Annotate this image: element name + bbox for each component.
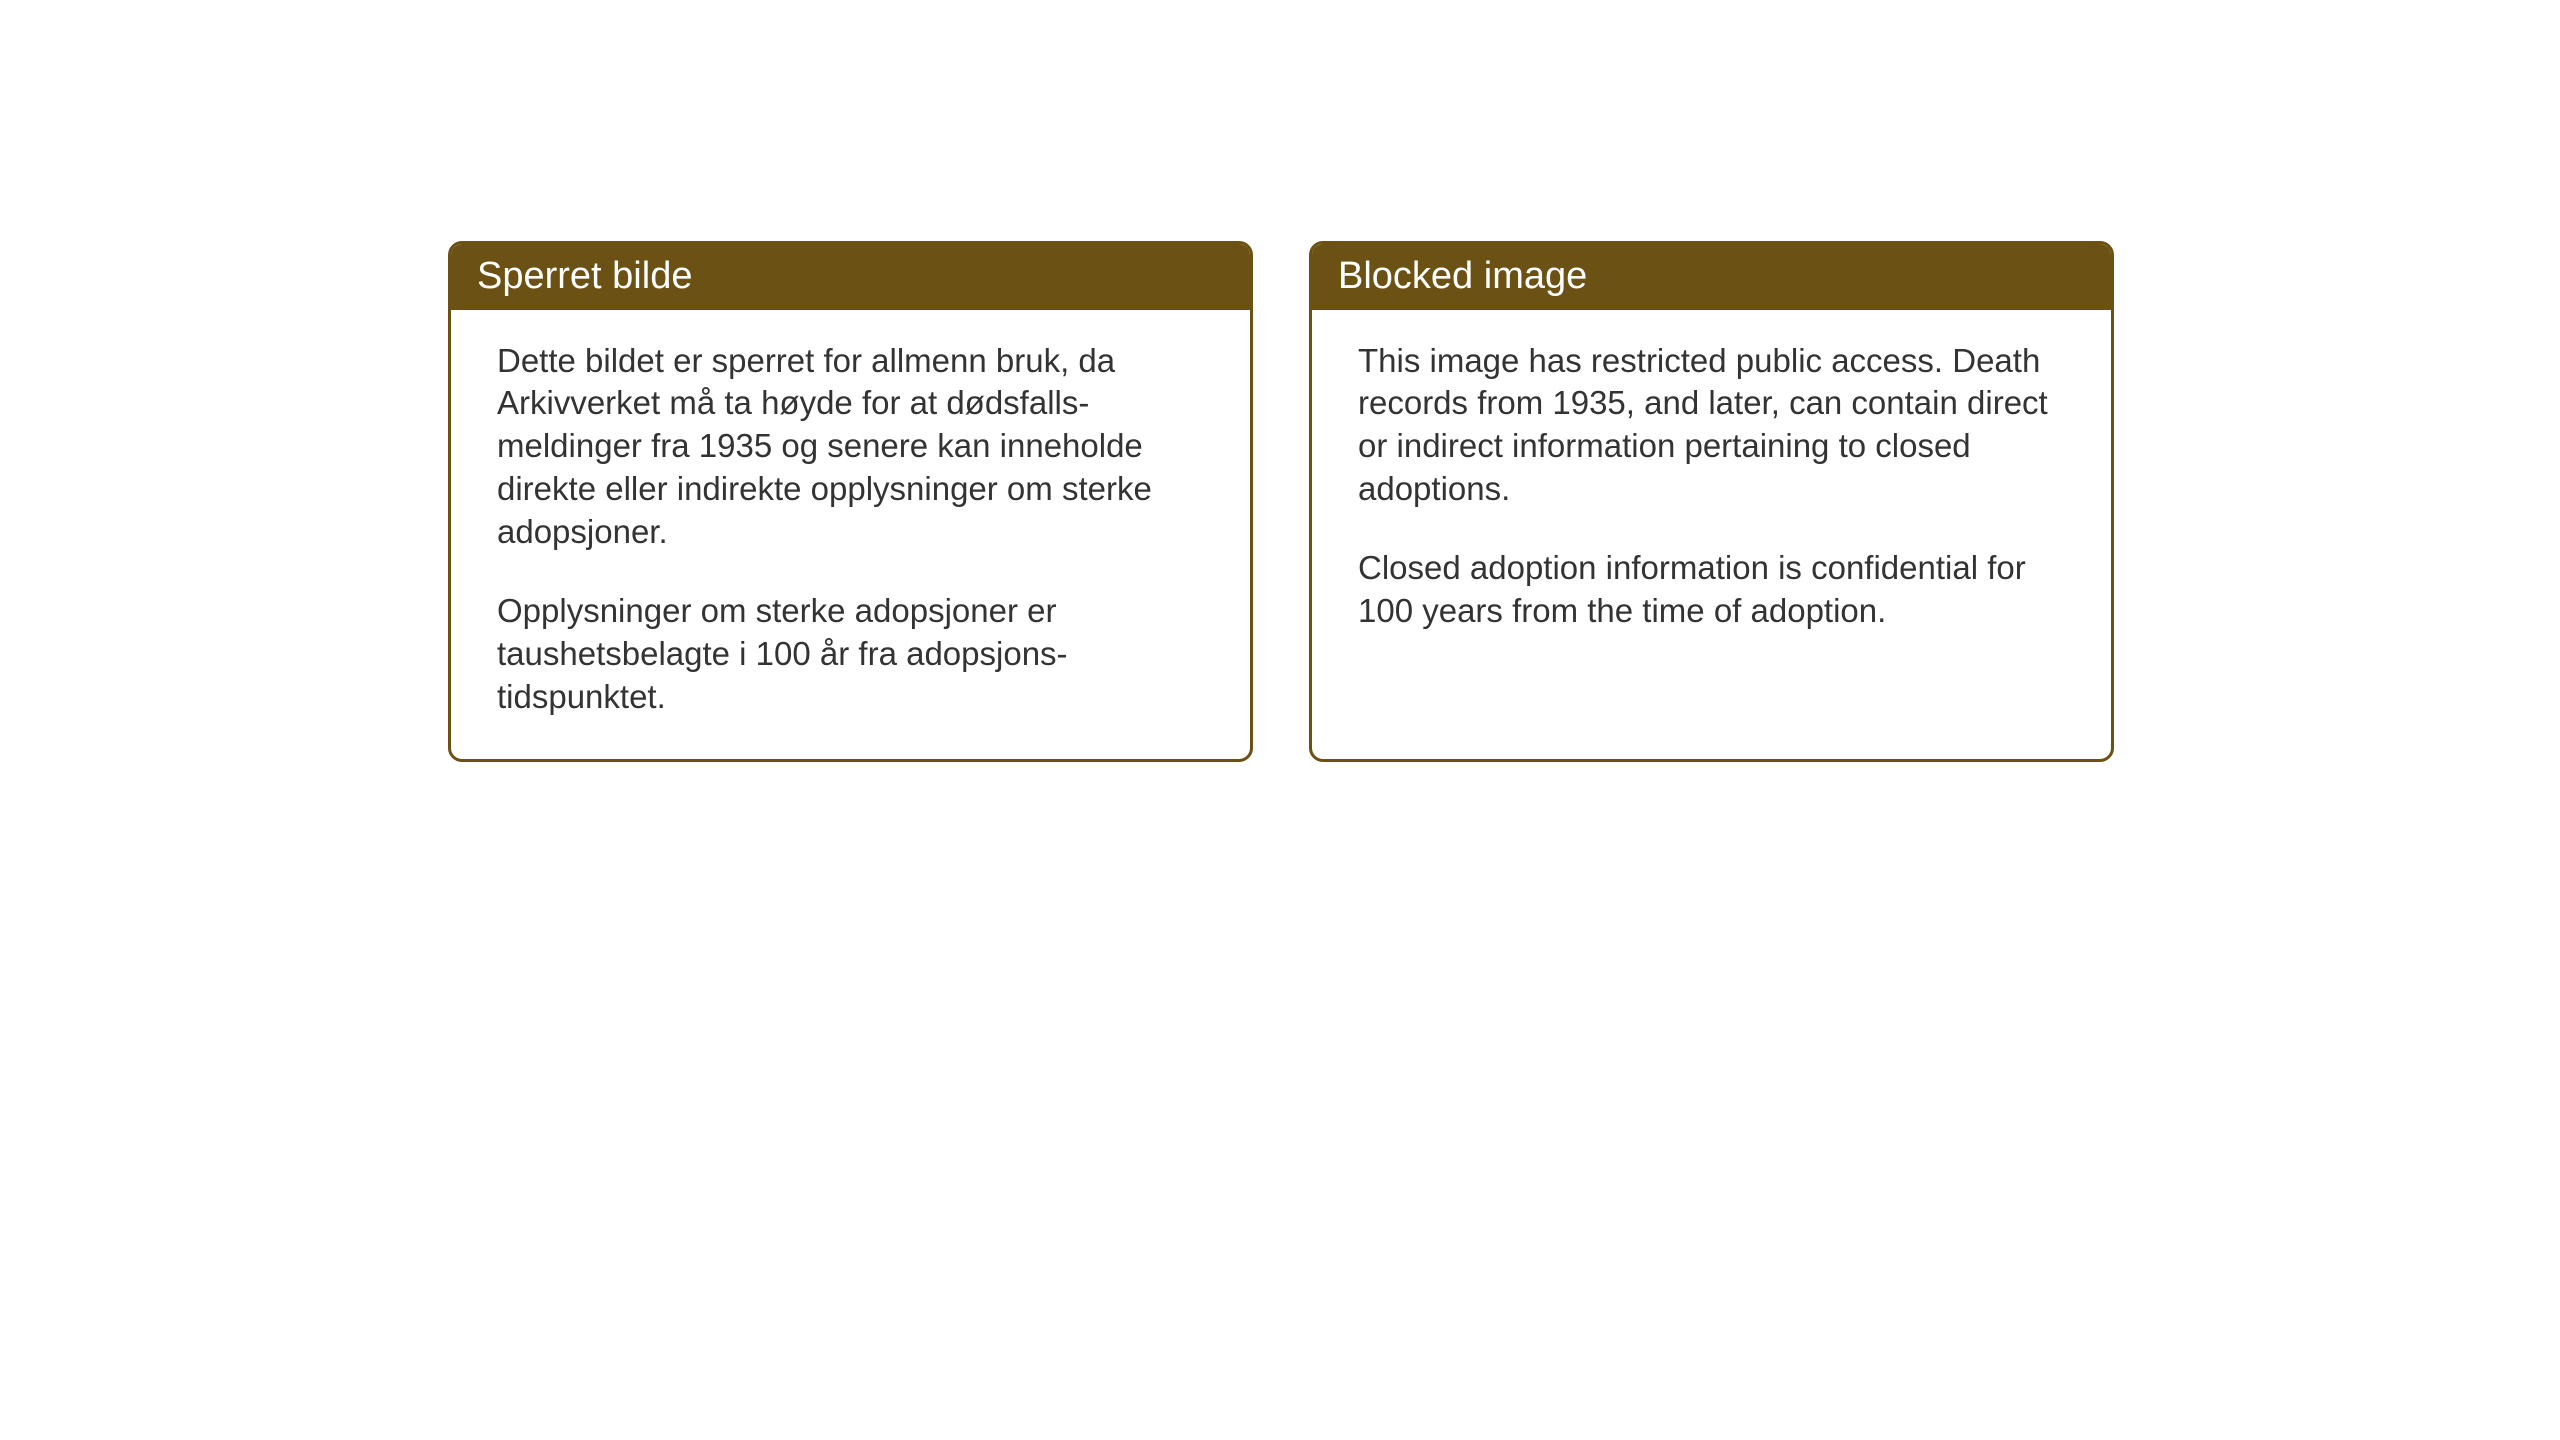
notice-paragraph: Dette bildet er sperret for allmenn bruk… xyxy=(497,340,1204,554)
notice-header-english: Blocked image xyxy=(1312,244,2111,310)
notice-header-norwegian: Sperret bilde xyxy=(451,244,1250,310)
notice-box-english: Blocked image This image has restricted … xyxy=(1309,241,2114,762)
notice-body-english: This image has restricted public access.… xyxy=(1312,310,2111,673)
notice-container: Sperret bilde Dette bildet er sperret fo… xyxy=(448,241,2114,762)
notice-body-norwegian: Dette bildet er sperret for allmenn bruk… xyxy=(451,310,1250,759)
notice-paragraph: This image has restricted public access.… xyxy=(1358,340,2065,512)
notice-paragraph: Closed adoption information is confident… xyxy=(1358,547,2065,633)
notice-paragraph: Opplysninger om sterke adopsjoner er tau… xyxy=(497,590,1204,719)
notice-box-norwegian: Sperret bilde Dette bildet er sperret fo… xyxy=(448,241,1253,762)
